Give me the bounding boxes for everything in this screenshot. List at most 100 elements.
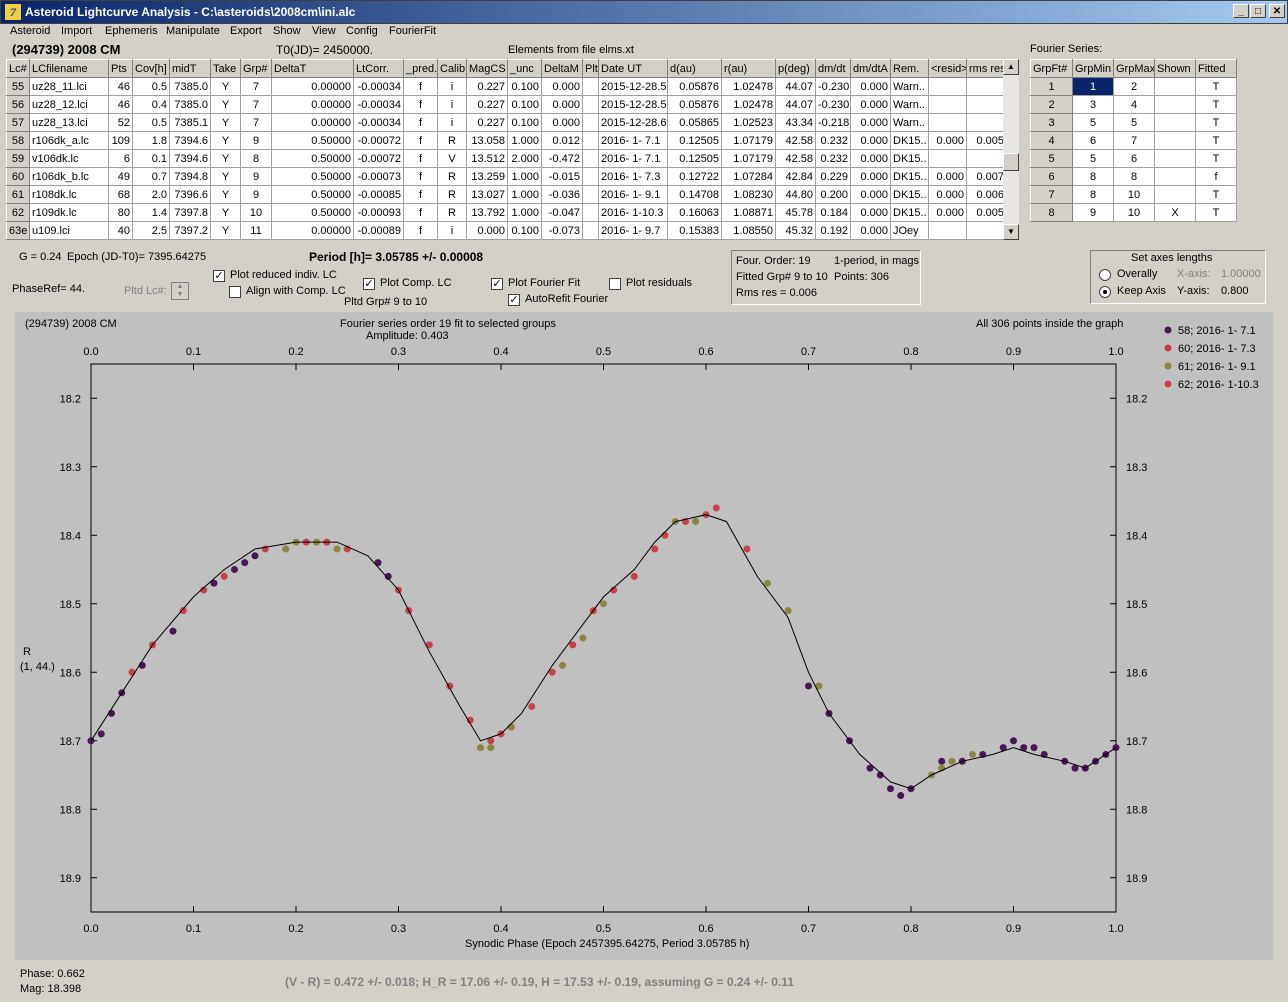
lc-col-header[interactable]: _pred. — [403, 59, 438, 78]
lc-table-cell[interactable]: r106dk_a.lc — [29, 131, 109, 150]
lc-table-cell[interactable]: 0.7 — [132, 167, 170, 186]
lc-table-cell[interactable]: 1.000 — [507, 185, 542, 204]
fourier-table-cell[interactable]: T — [1195, 185, 1237, 204]
lc-table-cell[interactable]: uz28_12.lci — [29, 95, 109, 114]
lc-table-cell[interactable]: 1.08550 — [721, 221, 776, 240]
lc-table-cell[interactable]: 7394.8 — [169, 167, 211, 186]
lc-table-cell[interactable]: 0.000 — [928, 167, 967, 186]
lc-table-cell[interactable]: 0.012 — [541, 131, 583, 150]
lc-table-cell[interactable] — [582, 221, 599, 240]
lc-table-cell[interactable]: 0.007 — [966, 167, 1007, 186]
lc-table-cell[interactable]: Y — [210, 167, 241, 186]
lc-table-cell[interactable]: 1.08230 — [721, 185, 776, 204]
lc-table-cell[interactable]: 0.005 — [966, 131, 1007, 150]
lc-table-cell[interactable]: 0.000 — [850, 167, 891, 186]
lc-table-cell[interactable]: 52 — [108, 113, 133, 132]
lc-table-cell[interactable]: 0.005 — [966, 203, 1007, 222]
lc-table-cell[interactable]: DK15.. — [890, 167, 929, 186]
lc-col-header[interactable]: LCfilename — [29, 59, 109, 78]
lc-table-cell[interactable]: 42.84 — [775, 167, 816, 186]
fourier-row-number[interactable]: 7 — [1030, 185, 1073, 204]
lc-table-cell[interactable]: Y — [210, 131, 241, 150]
lc-table-cell[interactable]: DK15.. — [890, 131, 929, 150]
lc-col-header[interactable]: dm/dtA — [850, 59, 891, 78]
menu-ephemeris[interactable]: Ephemeris — [105, 25, 158, 37]
lc-table-cell[interactable]: 13.792 — [466, 203, 508, 222]
lc-col-header[interactable]: DeltaT — [271, 59, 354, 78]
lc-table-cell[interactable]: 0.14708 — [667, 185, 722, 204]
fourier-table-cell[interactable] — [1154, 95, 1196, 114]
fourier-table-cell[interactable]: T — [1195, 95, 1237, 114]
lc-table-cell[interactable] — [582, 167, 599, 186]
lc-table-cell[interactable] — [928, 113, 967, 132]
menu-asteroid[interactable]: Asteroid — [10, 25, 51, 37]
lc-col-header[interactable]: d(au) — [667, 59, 722, 78]
lc-table-cell[interactable]: 0.000 — [541, 113, 583, 132]
fourier-col-header[interactable]: Shown — [1154, 59, 1196, 78]
lc-table-cell[interactable] — [966, 221, 1007, 240]
lc-table-cell[interactable]: u109.lci — [29, 221, 109, 240]
lc-table-cell[interactable]: 0.000 — [850, 185, 891, 204]
lc-table-cell[interactable]: 0.100 — [507, 77, 542, 96]
plot-svg[interactable]: 0.0 0.0 0.1 0.1 0.2 0.2 0.3 0.3 0.4 0.4 0.5 0.5 0.6 0… — [15, 312, 1273, 960]
lc-col-header[interactable]: Grp# — [240, 59, 272, 78]
menu-show[interactable]: Show — [273, 25, 301, 37]
lc-table-cell[interactable] — [928, 77, 967, 96]
lc-table-cell[interactable] — [582, 185, 599, 204]
lc-table-cell[interactable]: 0.227 — [466, 95, 508, 114]
lc-col-header[interactable]: p(deg) — [775, 59, 816, 78]
lc-table-cell[interactable]: 2015-12-28.5 — [598, 77, 668, 96]
lc-table-cell[interactable]: 7385.0 — [169, 95, 211, 114]
lc-table-cell[interactable] — [966, 149, 1007, 168]
fourier-row-number[interactable]: 6 — [1030, 167, 1073, 186]
fourier-table-cell[interactable]: 7 — [1113, 131, 1155, 150]
lc-col-header[interactable]: DeltaM — [541, 59, 583, 78]
lc-table-cell[interactable]: 0.000 — [850, 221, 891, 240]
fourier-table-cell[interactable] — [1154, 113, 1196, 132]
lc-table-cell[interactable]: 7394.6 — [169, 131, 211, 150]
plot-residuals-checkbox[interactable] — [609, 278, 621, 290]
lc-table-row[interactable]: 55 uz28_11.lci 46 0.5 7385.0 Y 7 0.00000 -0.0003… — [6, 77, 1007, 96]
window-titlebar[interactable]: 7 Asteroid Lightcurve Analysis - C:\aste… — [0, 0, 1288, 24]
lc-table-cell[interactable]: 0.4 — [132, 95, 170, 114]
fourier-table-cell[interactable]: 10 — [1113, 203, 1155, 222]
lc-table-cell[interactable]: 9 — [240, 131, 272, 150]
lc-row-number[interactable]: 56 — [6, 95, 30, 114]
menu-import[interactable]: Import — [61, 25, 93, 37]
lc-table-cell[interactable]: 1.02478 — [721, 77, 776, 96]
fourier-table-cell[interactable]: 8 — [1072, 167, 1114, 186]
lc-table-cell[interactable]: 1.07179 — [721, 131, 776, 150]
lc-table-cell[interactable]: 0.000 — [850, 203, 891, 222]
fourier-table-cell[interactable]: 6 — [1113, 149, 1155, 168]
lc-table-cell[interactable]: R — [437, 203, 467, 222]
lc-table-row[interactable]: 56 uz28_12.lci 46 0.4 7385.0 Y 7 0.00000 -0.0003… — [6, 95, 1007, 114]
lc-table-cell[interactable]: 0.5 — [132, 77, 170, 96]
lc-table-cell[interactable]: Warn.. — [890, 113, 929, 132]
lc-table-row[interactable]: 63e u109.lci 40 2.5 7397.2 Y 11 0.00000 -0.00089… — [6, 221, 1007, 240]
menu-export[interactable]: Export — [230, 25, 262, 37]
lc-table-cell[interactable]: 0.100 — [507, 95, 542, 114]
lc-table-cell[interactable]: i — [437, 113, 467, 132]
lc-table-cell[interactable]: r106dk_b.lc — [29, 167, 109, 186]
lc-row-number[interactable]: 61 — [6, 185, 30, 204]
lc-col-header[interactable]: Date UT — [598, 59, 668, 78]
lc-col-header[interactable]: Plt — [582, 59, 599, 78]
lc-table-cell[interactable]: 0.200 — [815, 185, 851, 204]
align-comp-checkbox[interactable] — [229, 286, 241, 298]
fourier-table-cell[interactable] — [1154, 77, 1196, 96]
lc-table-cell[interactable]: 0.1 — [132, 149, 170, 168]
lc-table-cell[interactable]: -0.00072 — [353, 149, 404, 168]
lc-table-cell[interactable] — [582, 77, 599, 96]
lc-table-cell[interactable]: 7385.1 — [169, 113, 211, 132]
lc-table-cell[interactable]: -0.00089 — [353, 221, 404, 240]
fourier-table-cell[interactable]: T — [1195, 131, 1237, 150]
lc-table-cell[interactable] — [582, 131, 599, 150]
lc-col-header[interactable]: MagCS — [466, 59, 508, 78]
fourier-table-cell[interactable]: 5 — [1072, 149, 1114, 168]
lc-row-number[interactable]: 60 — [6, 167, 30, 186]
lc-table-cell[interactable] — [928, 221, 967, 240]
lc-table-cell[interactable]: 46 — [108, 77, 133, 96]
lc-table-cell[interactable]: 13.259 — [466, 167, 508, 186]
